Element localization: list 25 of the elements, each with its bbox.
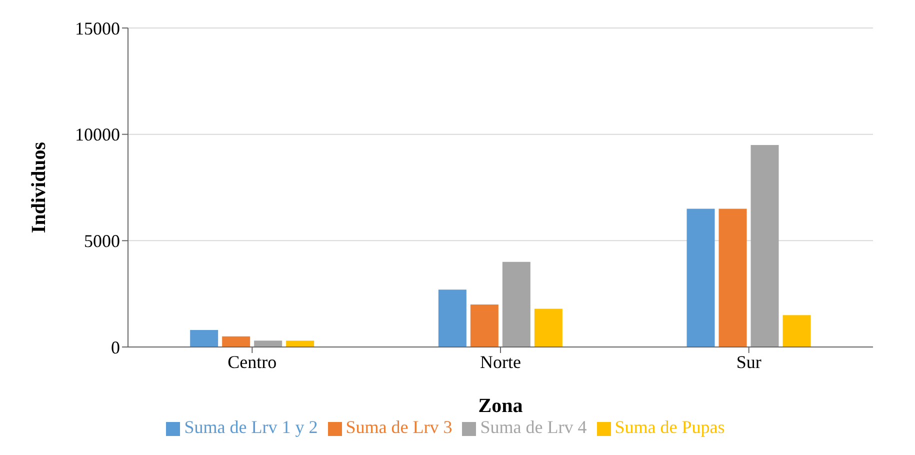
- bar: [470, 304, 498, 347]
- bar: [502, 262, 530, 347]
- bar: [286, 340, 314, 347]
- bar: [686, 208, 715, 347]
- y-tick-label: 5000: [84, 231, 120, 252]
- bar: [534, 308, 562, 347]
- x-tick-label: Norte: [480, 352, 521, 372]
- x-tick-label: Sur: [736, 352, 762, 372]
- legend-label: Suma de Lrv 3: [346, 417, 452, 437]
- y-tick-label: 0: [111, 337, 120, 358]
- bar: [718, 208, 747, 347]
- bar: [190, 330, 218, 347]
- legend-label: Suma de Pupas: [614, 417, 725, 437]
- legend-label: Suma de Lrv 4: [480, 417, 587, 437]
- x-tick-label: Centro: [228, 352, 277, 372]
- y-tick-label: 10000: [75, 124, 120, 145]
- bar: [782, 315, 811, 347]
- bar: [750, 144, 779, 347]
- legend-label: Suma de Lrv 1 y 2: [184, 417, 318, 437]
- bar: [222, 336, 250, 347]
- bar: [254, 340, 282, 347]
- x-axis-title: Zona: [478, 395, 523, 417]
- y-tick-label: 15000: [75, 18, 120, 38]
- bar: [438, 290, 466, 347]
- y-axis-title: Individuos: [28, 142, 50, 234]
